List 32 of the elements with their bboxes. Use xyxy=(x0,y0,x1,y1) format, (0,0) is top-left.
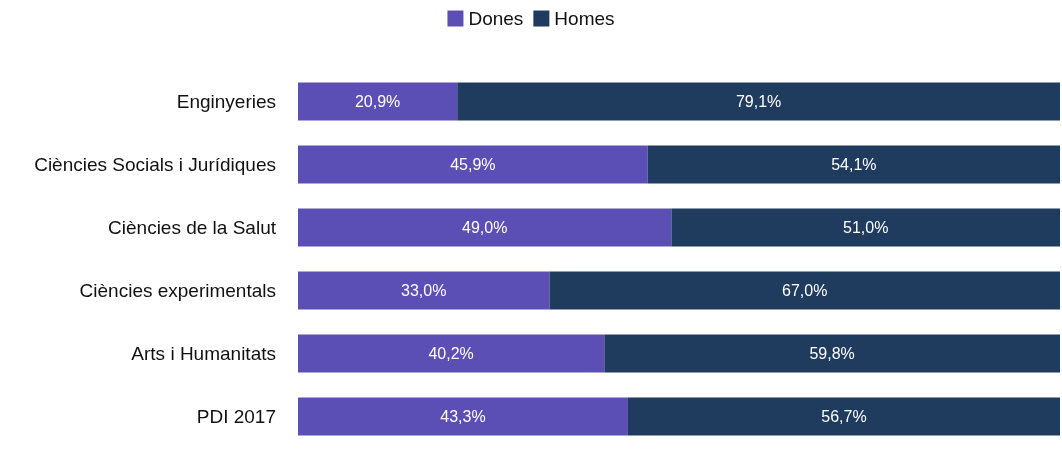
y-tick-label: Ciències Socials i Jurídiques xyxy=(34,154,276,175)
bar xyxy=(604,334,1060,373)
bar xyxy=(457,82,1060,121)
y-tick-label: Enginyeries xyxy=(176,91,276,112)
data-label: 54,1% xyxy=(831,156,877,173)
data-label: 79,1% xyxy=(735,93,782,110)
data-label: 43,3% xyxy=(440,408,486,425)
y-tick-label: Ciències experimentals xyxy=(79,280,276,301)
data-label: 40,2% xyxy=(428,345,474,362)
bar xyxy=(647,145,1060,184)
data-label: 45,9% xyxy=(450,156,496,173)
bar xyxy=(627,397,1060,436)
data-label: 67,0% xyxy=(782,282,828,299)
data-label: 49,0% xyxy=(462,219,508,236)
data-label: 59,8% xyxy=(809,345,855,362)
bar xyxy=(298,334,605,373)
bar xyxy=(298,271,550,310)
bar xyxy=(298,208,672,247)
data-label: 20,9% xyxy=(354,93,401,110)
bar xyxy=(298,145,648,184)
y-tick-label: PDI 2017 xyxy=(196,406,276,427)
data-label: 56,7% xyxy=(821,408,867,425)
legend-label: Homes xyxy=(554,8,615,29)
bar xyxy=(298,397,628,436)
bar xyxy=(671,208,1060,247)
legend-label: Dones xyxy=(468,8,524,29)
y-tick-label: Ciències de la Salut xyxy=(108,217,277,238)
data-label: 51,0% xyxy=(843,219,889,236)
bar xyxy=(549,271,1060,310)
bar xyxy=(298,82,458,121)
y-tick-label: Arts i Humanitats xyxy=(131,343,276,364)
data-label: 33,0% xyxy=(401,282,447,299)
